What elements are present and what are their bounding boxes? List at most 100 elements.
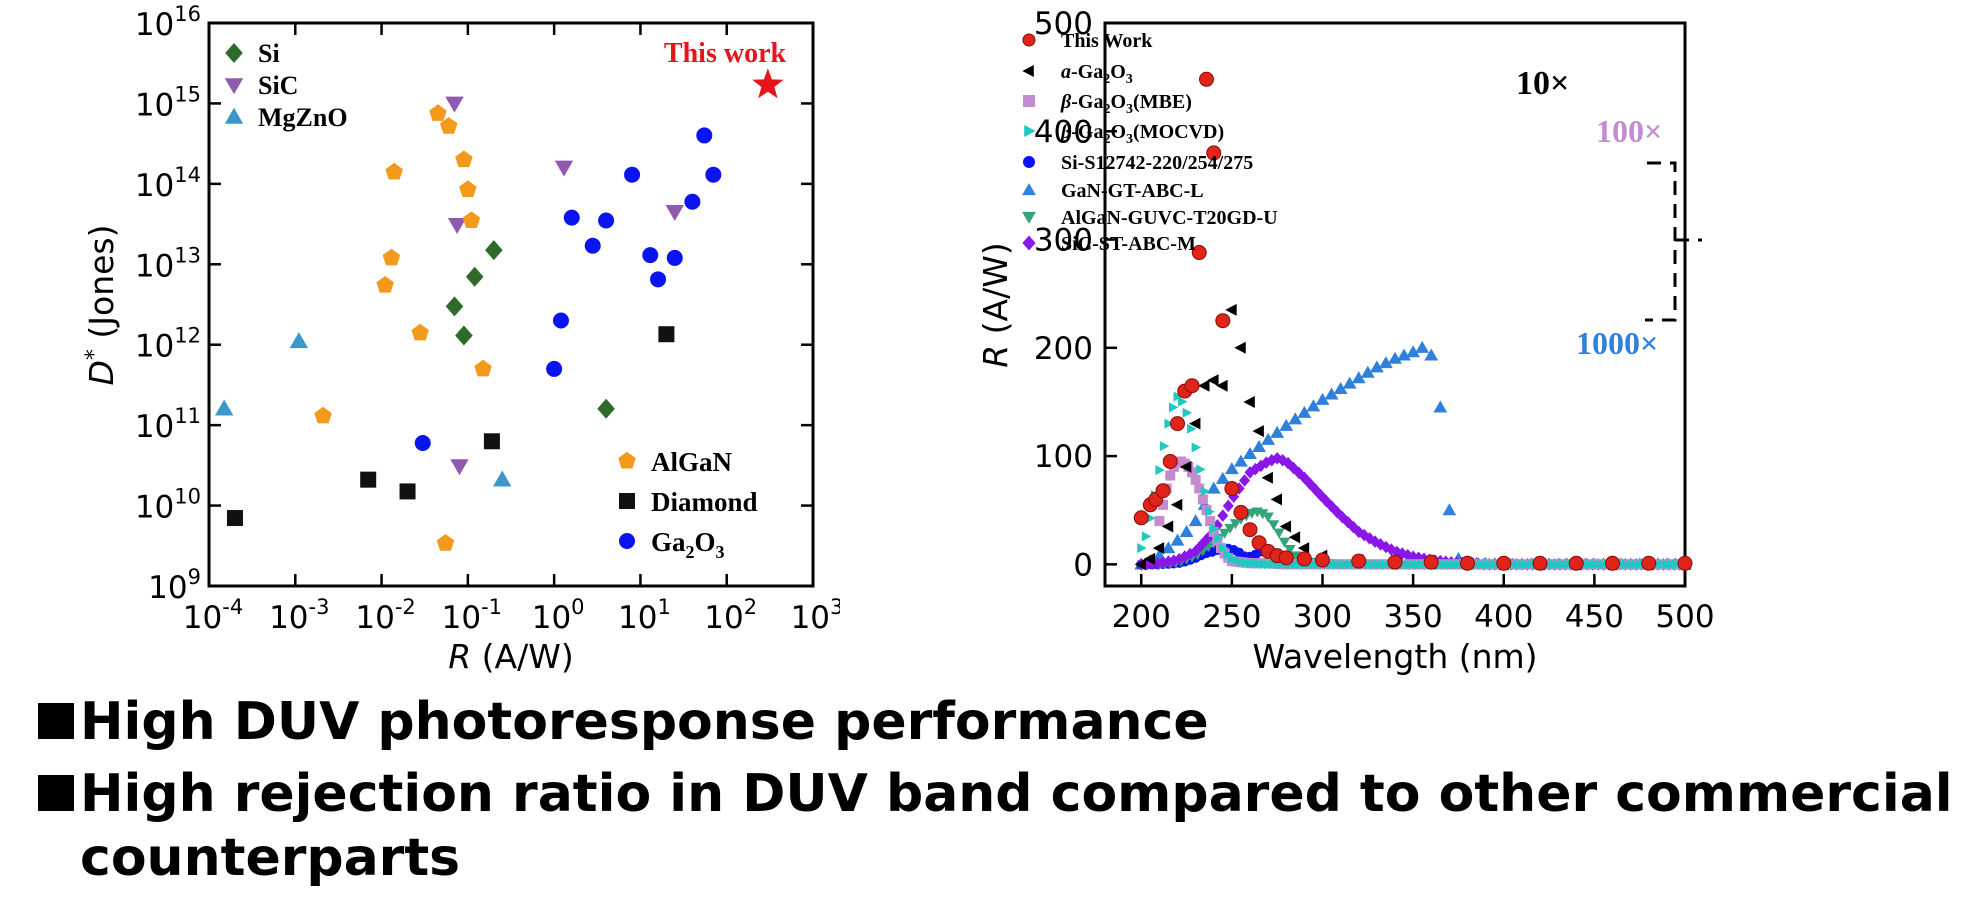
chart2-point-gan-gt-abc-l xyxy=(1351,371,1366,384)
chart2-point--ga2o3-mocvd- xyxy=(1178,396,1188,407)
chart1-point-mgzno xyxy=(492,470,512,487)
chart2-point-this-work xyxy=(1296,551,1312,567)
chart1-legend: Si SiC MgZnO AlGaN Diamond Ga2O3 xyxy=(224,39,758,562)
chart2-point-gan-gt-abc-l xyxy=(1415,340,1430,353)
chart1-ticks: 10-4 10-3 10-2 10-1 100 101 102 103 109 1010 1011 1… xyxy=(135,2,840,636)
chart1-point-ga xyxy=(696,127,713,144)
chart1-point-algan xyxy=(462,211,481,228)
chart2-point--ga2o3-mbe- xyxy=(1194,483,1205,494)
chart2-point--ga2o3-mocvd- xyxy=(1141,531,1152,542)
chart1-xtick-label: 10-1 xyxy=(442,595,502,636)
chart2-point-this-work xyxy=(1199,71,1214,87)
chart2-legend-label: SiC-ST-ABC-M xyxy=(1061,233,1196,255)
chart2-point-gan-gt-abc-l xyxy=(1360,365,1375,378)
chart2-legend-label: AlGaN-GUVC-T20GD-U xyxy=(1061,207,1278,229)
chart2-point-algan-guvc-t20gd-u xyxy=(1284,544,1296,555)
chart2-point-gan-gt-abc-l xyxy=(1161,541,1176,554)
chart2-point-a-ga2o3 xyxy=(1161,520,1174,533)
chart2-legend-marker xyxy=(1023,156,1035,168)
chart1-legend-label: Ga2O3 xyxy=(651,527,725,562)
chart1-point-ga xyxy=(552,312,569,329)
chart2-point--ga2o3-mbe- xyxy=(1197,494,1208,505)
chart2-point-a-ga2o3 xyxy=(1189,417,1201,430)
chart2-point-algan-guvc-t20gd-u xyxy=(1224,523,1236,534)
chart1-point-mgzno xyxy=(289,332,309,349)
chart2-legend-label: β-Ga2O3(MBE) xyxy=(1060,91,1192,117)
chart2-point--ga2o3-mocvd- xyxy=(1168,402,1179,413)
chart1-xtick-label: 102 xyxy=(704,595,757,636)
chart2-point-algan-guvc-t20gd-u xyxy=(1262,512,1274,523)
chart2-point-algan-guvc-t20gd-u xyxy=(1273,528,1285,539)
chart2-legend-marker xyxy=(1022,33,1036,47)
chart1-point-diamond xyxy=(360,471,377,488)
chart2-xlabel: Wavelength (nm) xyxy=(1252,637,1537,676)
chart2-point-this-work xyxy=(1568,555,1584,571)
scale-label-100x: 100× xyxy=(1596,113,1662,149)
chart2-point--ga2o3-mocvd- xyxy=(1146,513,1156,524)
chart1-point-si xyxy=(445,296,464,317)
chart2-legend-marker xyxy=(1022,183,1036,196)
chart1-point-algan xyxy=(439,117,458,134)
chart2-point-gan-gt-abc-l xyxy=(1324,387,1339,400)
chart2-point--ga2o3-mbe- xyxy=(1208,526,1219,537)
chart1-point-sic xyxy=(447,217,467,234)
chart1-point-ga xyxy=(624,166,641,183)
chart2-xtick-label: 450 xyxy=(1565,599,1624,635)
chart2-point-sic-st-abc-m xyxy=(1222,499,1234,513)
chart1-point-si xyxy=(597,398,615,419)
chart2-point-gan-gt-abc-l xyxy=(1179,524,1194,537)
chart1-xtick-label: 101 xyxy=(618,595,671,636)
chart1-xtick-label: 103 xyxy=(791,595,840,636)
chart1-point-sic xyxy=(554,160,574,177)
bullet-item: High rejection ratio in DUV band compare… xyxy=(38,762,1968,890)
chart1-point-diamond xyxy=(483,433,500,450)
chart2-ytick-label: 200 xyxy=(1034,331,1093,367)
chart1-point-sic xyxy=(450,459,469,476)
chart2-ytick-label: 300 xyxy=(1034,223,1093,259)
responsivity-wavelength-chart: 200 250 300 350 400 450 500 0 100 200 300 400 500 Th… xyxy=(976,6,1715,676)
chart2-legend-label: This Work xyxy=(1061,30,1153,52)
chart2-point-this-work xyxy=(1242,522,1258,538)
chart1-legend-marker xyxy=(225,43,243,63)
chart2-point--ga2o3-mocvd- xyxy=(1182,407,1193,418)
chart2-ticks: 200 250 300 350 400 450 500 0 100 200 300 400 500 xyxy=(1034,6,1715,635)
chart2-point--ga2o3-mocvd- xyxy=(1200,486,1211,497)
chart1-point-algan xyxy=(459,180,477,197)
chart1-legend-label: Si xyxy=(258,39,280,68)
chart1-point-ga xyxy=(563,209,580,226)
chart2-point-this-work xyxy=(1233,504,1249,520)
chart1-point-diamond xyxy=(658,326,675,343)
chart2-point-gan-gt-abc-l xyxy=(1270,425,1285,438)
chart2-point-a-ga2o3 xyxy=(1225,303,1237,316)
chart2-point-gan-gt-abc-l xyxy=(1206,481,1221,494)
chart1-ytick-label: 1014 xyxy=(135,163,201,204)
chart2-point-this-work xyxy=(1532,555,1548,571)
chart2-point-gan-gt-abc-l xyxy=(1379,356,1393,369)
chart2-point-gan-gt-abc-l xyxy=(1279,418,1294,431)
chart2-xtick-label: 200 xyxy=(1112,599,1171,635)
chart2-point--ga2o3-mbe- xyxy=(1154,516,1165,527)
chart2-point-this-work xyxy=(1170,416,1185,432)
chart2-xtick-label: 500 xyxy=(1655,599,1714,635)
chart1-legend-marker xyxy=(619,533,635,549)
chart2-legend-label: β-Ga2O3(MOCVD) xyxy=(1060,121,1224,147)
chart1-point-ga xyxy=(546,360,563,377)
chart2-point-this-work xyxy=(1677,555,1693,571)
chart1-point-ga xyxy=(666,249,683,266)
chart1-point-ga xyxy=(705,166,722,183)
chart1-xtick-label: 100 xyxy=(532,595,585,636)
chart1-annotation: This work xyxy=(664,38,787,69)
chart2-point-this-work xyxy=(1423,554,1439,570)
chart2-point--ga2o3-mocvd- xyxy=(1191,442,1202,453)
chart1-point-ga xyxy=(414,434,431,451)
chart1-point-this-work xyxy=(752,68,784,99)
chart2-point-sic-st-abc-m xyxy=(1217,509,1229,522)
chart2-legend-marker xyxy=(1023,95,1035,107)
chart1-legend-label: Diamond xyxy=(651,487,758,517)
chart1-ytick-label: 1012 xyxy=(135,324,201,365)
chart1-point-mgzno xyxy=(214,399,234,416)
chart2-point-gan-gt-abc-l xyxy=(1333,382,1348,395)
chart1-ytick-label: 1013 xyxy=(135,243,201,284)
bullet-square-icon xyxy=(38,775,74,811)
chart2-point--ga2o3-mbe- xyxy=(1187,467,1197,478)
